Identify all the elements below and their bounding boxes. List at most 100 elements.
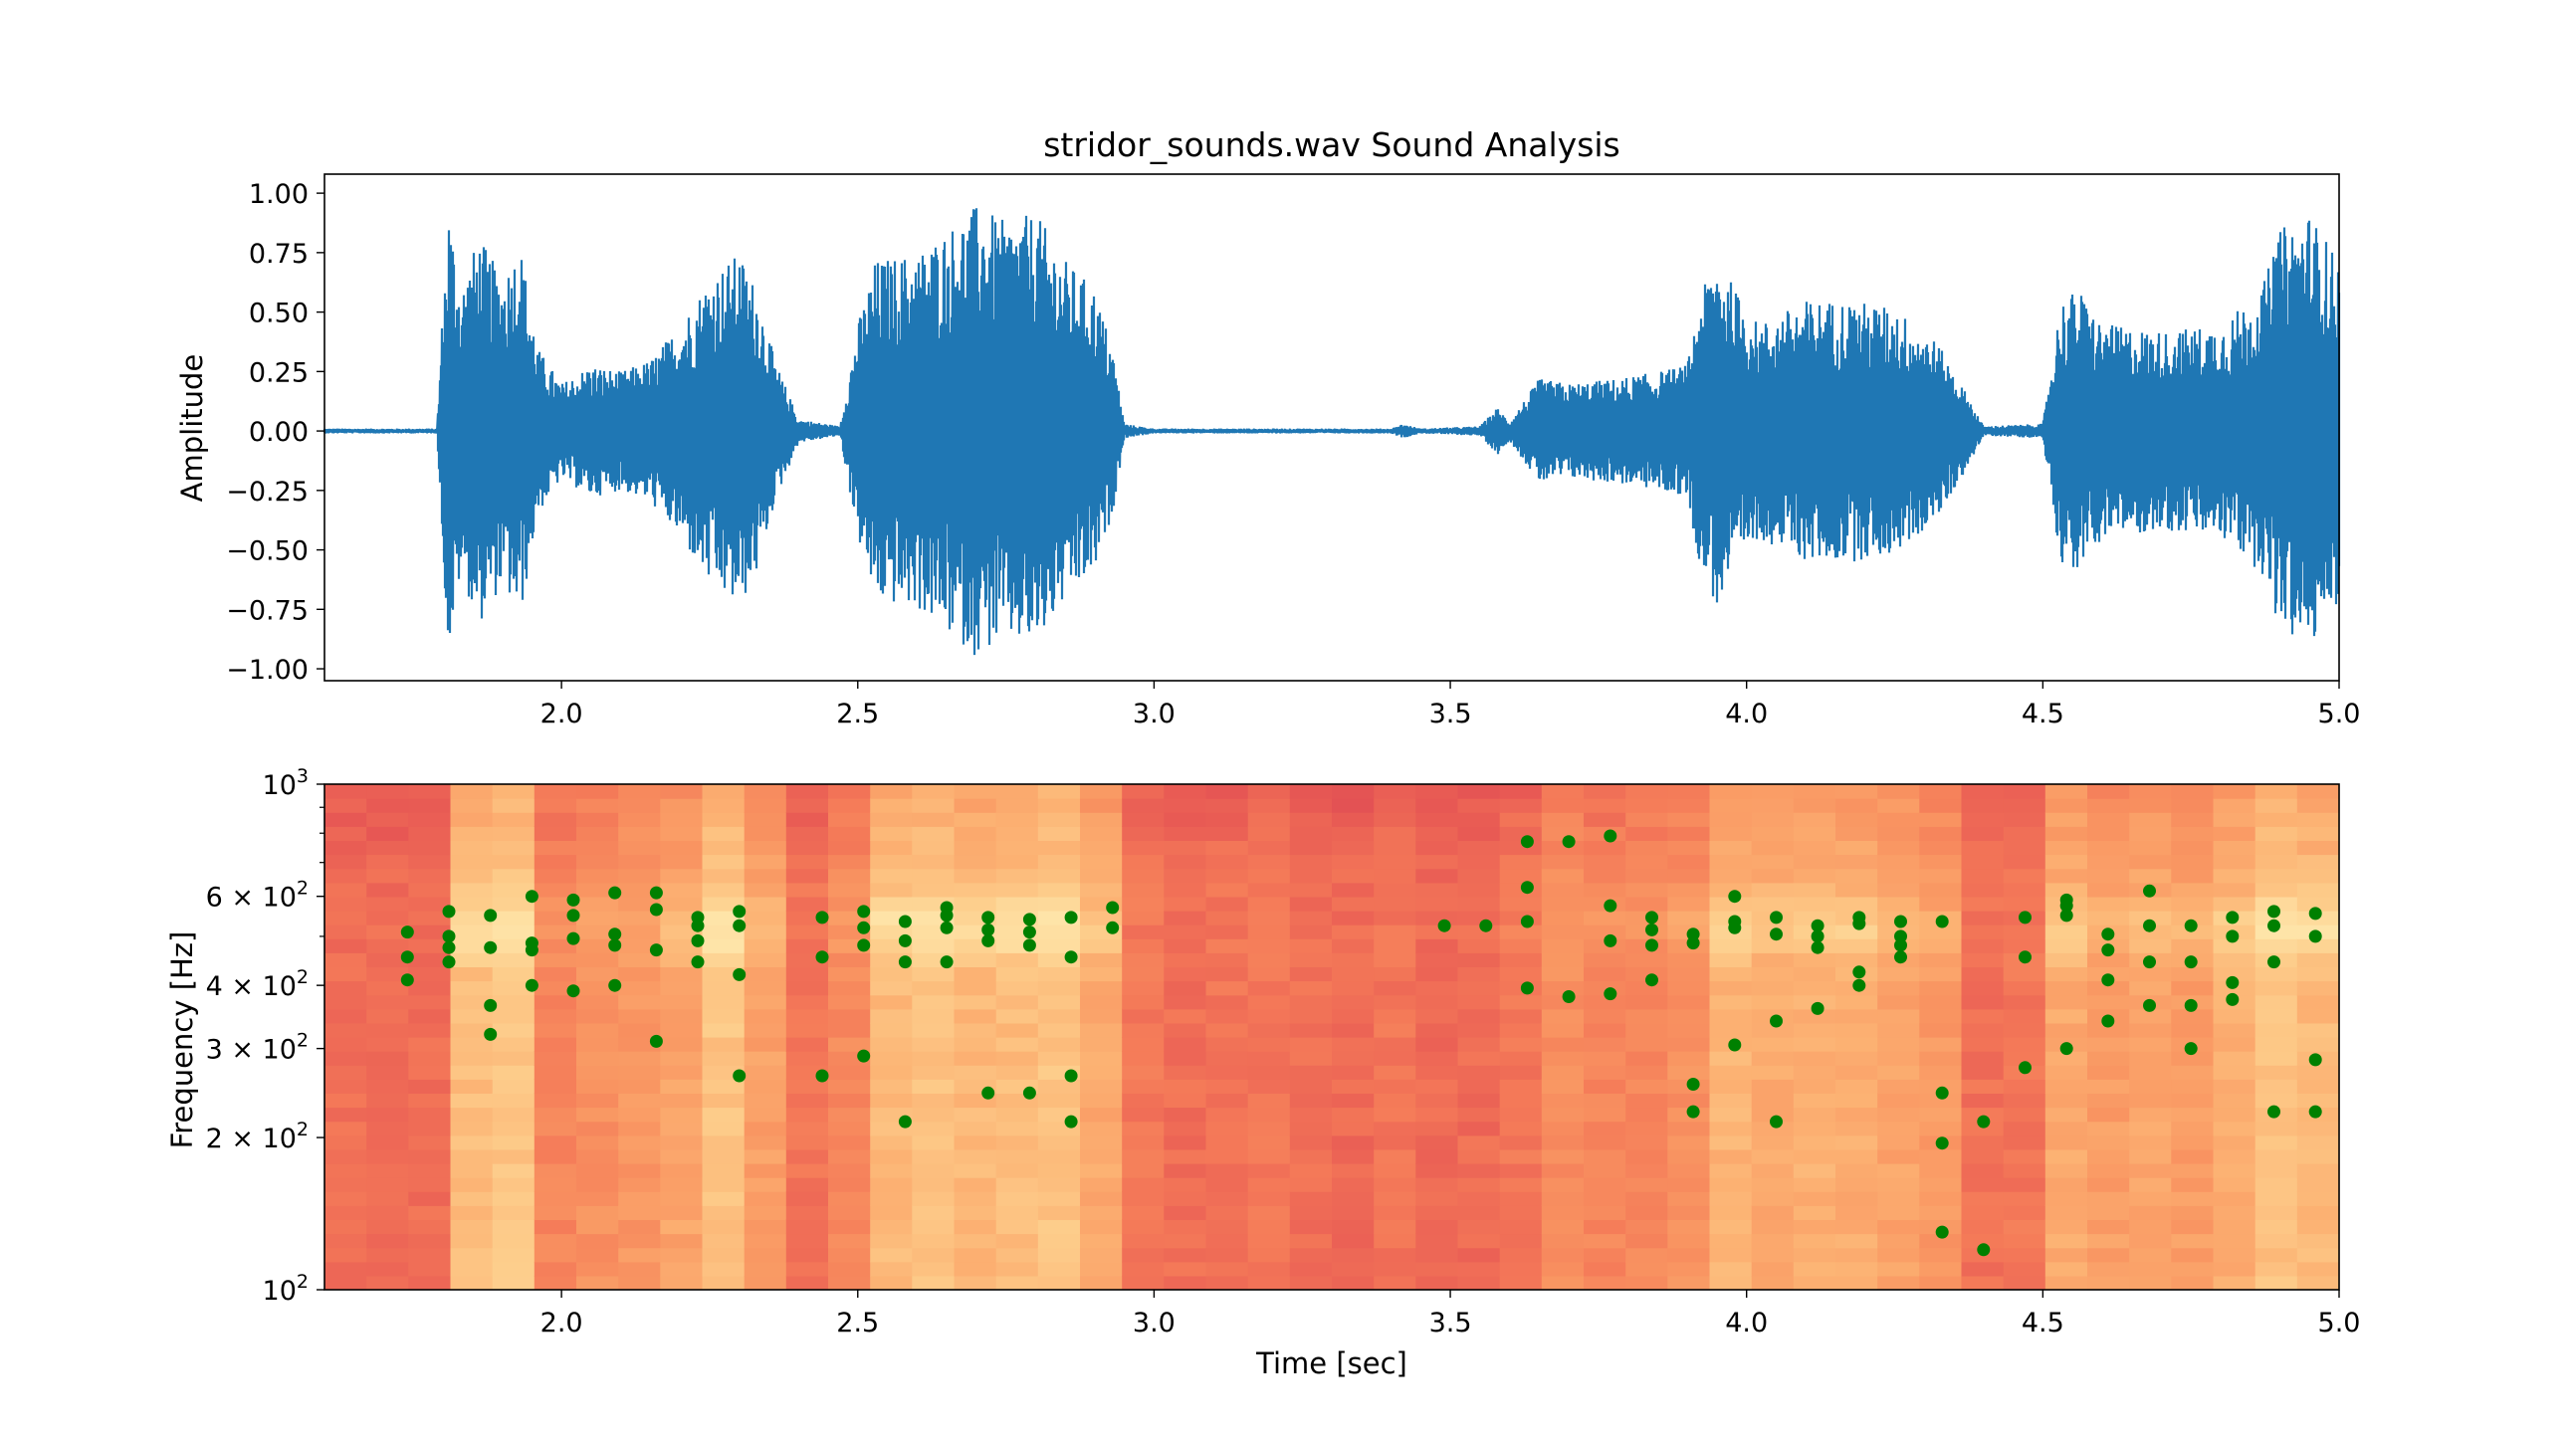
heatmap-cell <box>1961 1134 2005 1150</box>
heatmap-cell <box>2129 1051 2172 1066</box>
waveform-y-tick-label: 0.50 <box>249 299 309 329</box>
heatmap-cell <box>2254 1008 2298 1024</box>
heatmap-cell <box>1877 1008 1920 1024</box>
heatmap-cell <box>1625 1261 1668 1277</box>
heatmap-cell <box>1457 882 1501 898</box>
heatmap-cell <box>785 1205 829 1220</box>
heatmap-cell <box>1289 938 1333 953</box>
heatmap-cell <box>2171 1163 2215 1178</box>
heatmap-cell <box>618 1051 661 1066</box>
heatmap-cell <box>2171 1247 2215 1263</box>
heatmap-cell <box>1709 812 1753 827</box>
heatmap-cell <box>1374 1261 1416 1277</box>
heatmap-cell <box>1584 868 1626 884</box>
heatmap-cell <box>870 826 913 841</box>
heatmap-cell <box>2254 1065 2298 1080</box>
heatmap-cell <box>618 1275 661 1290</box>
heatmap-cell <box>2044 1134 2088 1150</box>
heatmap-cell <box>324 1037 367 1052</box>
heatmap-cell <box>1709 1177 1753 1192</box>
heatmap-cell <box>1247 1177 1291 1192</box>
heatmap-cell <box>1667 1008 1711 1024</box>
heatmap-cell <box>995 896 1039 912</box>
heatmap-cell <box>1080 882 1123 898</box>
heatmap-cell <box>1835 952 1878 967</box>
heatmap-cell <box>408 1148 452 1164</box>
heatmap-cell <box>1164 798 1207 813</box>
heatmap-cell <box>1332 798 1375 813</box>
heatmap-cell <box>785 1233 829 1249</box>
heatmap-cell <box>618 1177 661 1192</box>
heatmap-cell <box>660 840 704 856</box>
heatmap-cell <box>702 1037 746 1052</box>
heatmap-cell <box>785 1037 829 1052</box>
peak-marker <box>2267 919 2280 932</box>
heatmap-cell <box>1457 1247 1501 1263</box>
heatmap-cell <box>324 1233 367 1249</box>
heatmap-cell <box>366 911 409 925</box>
heatmap-cell <box>2044 882 2088 898</box>
heatmap-cell <box>1374 1065 1416 1080</box>
heatmap-cell <box>2003 812 2046 827</box>
heatmap-cell <box>408 1037 452 1052</box>
peak-marker <box>608 978 622 992</box>
heatmap-cell <box>2171 938 2215 953</box>
heatmap-cell <box>2003 994 2046 1010</box>
heatmap-cell <box>660 1233 704 1249</box>
heatmap-cell <box>1961 1219 2005 1235</box>
peak-marker <box>2019 950 2032 964</box>
heatmap-cell <box>1457 1275 1501 1290</box>
heatmap-cell <box>1205 1163 1249 1178</box>
heatmap-cell <box>2171 1219 2215 1235</box>
heatmap-cell <box>534 854 577 870</box>
heatmap-cell <box>1415 1163 1459 1178</box>
peak-marker <box>2226 975 2240 989</box>
heatmap-cell <box>1205 826 1249 841</box>
heatmap-cell <box>1037 882 1081 898</box>
heatmap-cell <box>324 896 367 912</box>
heatmap-cell <box>1037 868 1081 884</box>
heatmap-cell <box>2129 1065 2172 1080</box>
heatmap-cell <box>954 784 997 799</box>
heatmap-cell <box>492 1148 536 1164</box>
heatmap-cell <box>1793 812 1836 827</box>
heatmap-cell <box>828 840 871 856</box>
heatmap-cell <box>450 1261 494 1277</box>
peak-marker <box>1770 927 1783 941</box>
heatmap-cell <box>912 1037 956 1052</box>
heatmap-cell <box>1289 952 1333 967</box>
heatmap-cell <box>1919 896 1963 912</box>
heatmap-cell <box>2003 1051 2046 1066</box>
heatmap-cell <box>1080 1065 1123 1080</box>
heatmap-cell <box>1247 1134 1291 1150</box>
heatmap-cell <box>2296 1079 2339 1094</box>
heatmap-cell <box>744 1107 787 1123</box>
heatmap-cell <box>2044 1247 2088 1263</box>
heatmap-cell <box>1122 966 1165 982</box>
heatmap-cell <box>660 1148 704 1164</box>
heatmap-cell <box>1751 952 1795 967</box>
heatmap-cell <box>785 966 829 982</box>
heatmap-cell <box>618 1008 661 1024</box>
heatmap-cell <box>2129 1233 2172 1249</box>
heatmap-cell <box>366 1261 409 1277</box>
heatmap-cell <box>1289 812 1333 827</box>
heatmap-cell <box>1499 1107 1543 1123</box>
heatmap-cell <box>1835 1233 1878 1249</box>
heatmap-cell <box>2003 1163 2046 1178</box>
heatmap-cell <box>1457 1163 1501 1178</box>
heatmap-cell <box>450 1037 494 1052</box>
heatmap-cell <box>1709 1093 1753 1109</box>
heatmap-cell <box>2044 1079 2088 1094</box>
heatmap-cell <box>660 1037 704 1052</box>
heatmap-cell <box>324 1022 367 1038</box>
heatmap-cell <box>1961 966 2005 982</box>
heatmap-cell <box>1751 1177 1795 1192</box>
heatmap-cell <box>534 1093 577 1109</box>
heatmap-cell <box>576 1037 619 1052</box>
heatmap-cell <box>954 1065 997 1080</box>
heatmap-cell <box>2213 896 2256 912</box>
heatmap-cell <box>954 826 997 841</box>
peak-marker <box>484 909 498 923</box>
heatmap-cell <box>534 798 577 813</box>
